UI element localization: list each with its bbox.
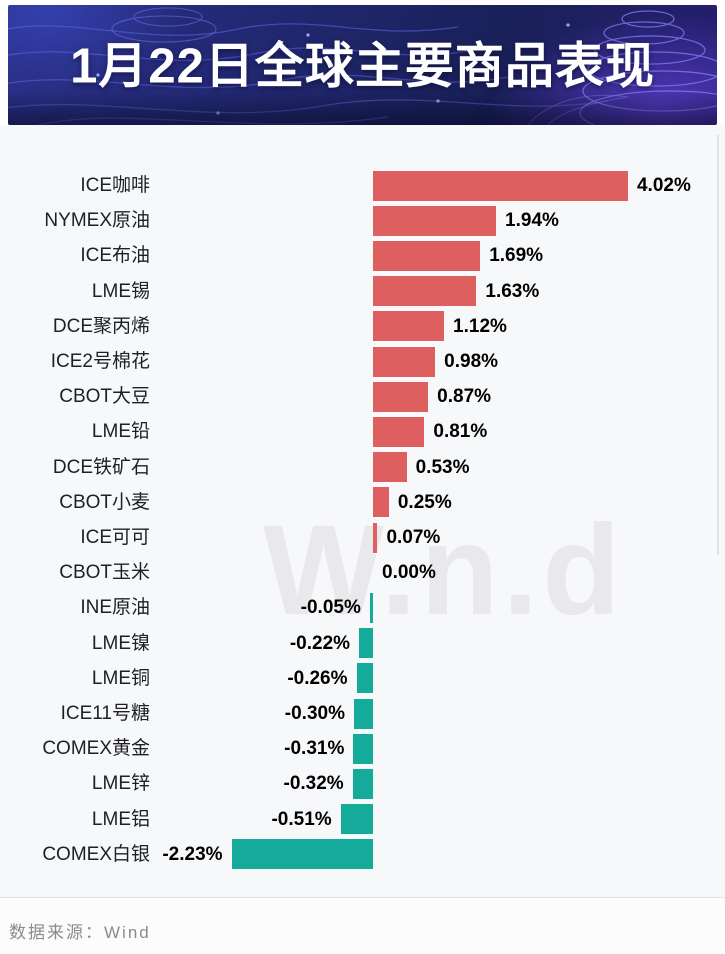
category-label: NYMEX原油 <box>44 210 150 232</box>
chart-row: LME锌 -0.32% <box>0 766 725 801</box>
category-label: LME锌 <box>91 773 150 795</box>
scrollbar-artifact <box>717 135 719 555</box>
bar-negative <box>353 697 373 730</box>
value-label: 0.87% <box>437 386 492 408</box>
bar-positive <box>373 169 628 202</box>
chart-row: CBOT大豆 0.87% <box>0 379 725 414</box>
value-label: 1.12% <box>453 315 507 337</box>
header-banner: 1月22日全球主要商品表现 <box>8 5 717 125</box>
chart-row: LME镍 -0.22% <box>0 626 725 661</box>
value-label: -0.22% <box>289 632 351 654</box>
chart-area: W.n.d ICE咖啡 4.02% NYMEX原油 1.94% ICE布油 1.69% LM… <box>0 125 725 897</box>
value-label: 0.53% <box>415 456 470 478</box>
category-label: LME铅 <box>91 421 150 443</box>
chart-row: DCE聚丙烯 1.12% <box>0 309 725 344</box>
page-title: 1月22日全球主要商品表现 <box>70 39 655 94</box>
chart-row: ICE咖啡 4.02% <box>0 168 725 203</box>
bar-positive <box>373 521 378 554</box>
chart-row: INE原油 -0.05% <box>0 590 725 625</box>
value-label: 4.02% <box>636 175 691 196</box>
category-label: ICE布油 <box>80 245 150 267</box>
category-label: DCE聚丙烯 <box>52 315 150 337</box>
bar-negative <box>231 838 373 871</box>
value-label: 1.63% <box>485 280 540 302</box>
chart-row: LME铅 0.81% <box>0 414 725 449</box>
bar-positive <box>373 345 436 378</box>
category-label: CBOT小麦 <box>59 491 150 513</box>
category-label: ICE可可 <box>80 527 150 548</box>
value-label: 0.25% <box>397 491 452 513</box>
value-label: 0.07% <box>386 527 441 548</box>
chart-row: LME铝 -0.51% <box>0 802 725 837</box>
bar-positive <box>373 275 477 308</box>
bar-positive <box>373 204 497 237</box>
value-label: 0.00% <box>382 562 436 584</box>
category-label: DCE铁矿石 <box>52 456 150 478</box>
category-label: CBOT大豆 <box>59 386 150 408</box>
chart-row: ICE可可 0.07% <box>0 520 725 555</box>
chart-row: CBOT小麦 0.25% <box>0 485 725 520</box>
bar-negative <box>340 803 373 836</box>
value-label: -0.51% <box>271 808 332 830</box>
category-label: LME铝 <box>91 808 150 830</box>
data-source-label: 数据来源：Wind <box>9 923 151 942</box>
bar-negative <box>369 591 373 624</box>
category-label: INE原油 <box>80 597 150 619</box>
bar-positive <box>373 380 429 413</box>
value-label: -0.05% <box>300 597 361 619</box>
bar-positive <box>373 451 407 484</box>
chart-row: ICE11号糖 -0.30% <box>0 696 725 731</box>
bar-positive <box>373 486 389 519</box>
category-label: LME铜 <box>91 667 150 689</box>
category-label: ICE11号糖 <box>60 703 150 724</box>
category-label: CBOT玉米 <box>59 562 150 584</box>
value-label: -2.23% <box>162 843 223 865</box>
bar-chart: ICE咖啡 4.02% NYMEX原油 1.94% ICE布油 1.69% LME锡 1.63… <box>0 168 725 872</box>
bar-positive <box>373 239 481 272</box>
bar-positive <box>373 415 425 448</box>
value-label: -0.31% <box>284 738 345 760</box>
bar-positive <box>373 310 445 343</box>
chart-row: COMEX黄金 -0.31% <box>0 731 725 766</box>
value-label: -0.26% <box>287 667 348 689</box>
bar-negative <box>356 662 373 695</box>
category-label: COMEX黄金 <box>42 738 150 760</box>
chart-row: LME锡 1.63% <box>0 274 725 309</box>
contour-pattern-graphic <box>8 7 717 125</box>
bar-negative <box>353 732 373 765</box>
chart-row: CBOT玉米 0.00% <box>0 555 725 590</box>
chart-row: ICE布油 1.69% <box>0 238 725 273</box>
category-label: ICE2号棉花 <box>50 351 150 372</box>
category-label: ICE咖啡 <box>80 175 150 196</box>
category-label: COMEX白银 <box>42 843 150 865</box>
category-label: LME镍 <box>91 632 150 654</box>
value-label: -0.30% <box>284 703 345 724</box>
wind-watermark: W.n.d <box>263 499 625 642</box>
value-label: 1.94% <box>505 210 559 232</box>
value-label: 1.69% <box>489 245 544 267</box>
value-label: 0.98% <box>444 351 499 372</box>
chart-row: ICE2号棉花 0.98% <box>0 344 725 379</box>
value-label: -0.32% <box>283 773 344 795</box>
chart-row: DCE铁矿石 0.53% <box>0 450 725 485</box>
value-label: 0.81% <box>433 421 488 443</box>
chart-row: NYMEX原油 1.94% <box>0 203 725 238</box>
chart-row: LME铜 -0.26% <box>0 661 725 696</box>
category-label: LME锡 <box>91 280 150 302</box>
chart-row: COMEX白银 -2.23% <box>0 837 725 872</box>
footer: 数据来源：Wind <box>0 897 725 954</box>
bar-negative <box>352 767 373 800</box>
bar-negative <box>359 627 373 660</box>
